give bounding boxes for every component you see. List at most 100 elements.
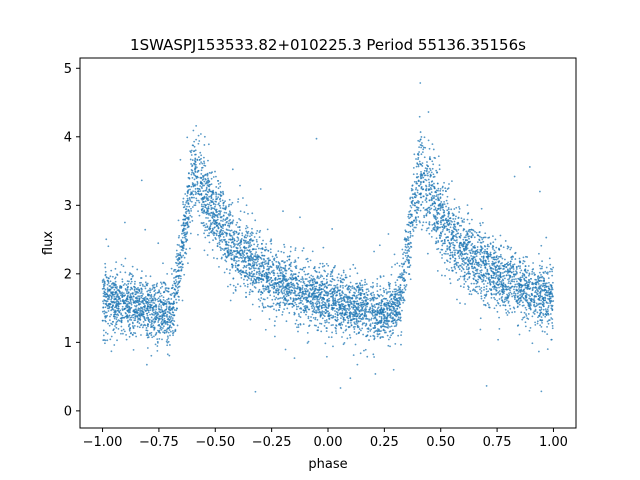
data-point [233,230,236,233]
data-point [335,304,338,307]
data-point [509,262,512,265]
data-point [321,302,324,304]
data-point [152,311,155,314]
data-point [408,256,411,259]
data-point [166,330,168,333]
data-point [176,292,179,295]
data-point [202,210,205,213]
data-point [538,285,541,288]
data-point [356,363,359,366]
data-point [250,277,253,280]
data-point [366,302,369,305]
data-point [422,221,425,224]
data-point [538,264,541,267]
data-point [389,308,391,311]
data-point [365,322,368,325]
data-point [273,283,276,286]
data-point [517,265,520,268]
data-point [372,291,375,294]
data-point [547,289,550,292]
data-point [284,288,286,291]
data-point [207,217,209,219]
data-point [378,320,381,322]
data-point [302,278,304,281]
data-point [258,305,261,308]
data-point [104,291,106,294]
data-point [388,296,391,298]
data-point [509,264,512,267]
data-point [436,217,439,219]
data-point [428,206,431,209]
data-point [342,331,345,334]
data-point [322,277,325,280]
data-point [448,269,450,272]
data-point [209,199,212,202]
data-point [320,284,322,287]
data-point [122,328,125,331]
data-point [445,190,447,193]
data-point [551,270,554,273]
data-point [456,298,458,301]
data-point [283,308,285,311]
data-point [484,232,487,235]
data-point [236,244,239,246]
data-point [342,308,345,310]
data-point [132,348,135,351]
data-point [521,318,524,321]
data-point [209,214,212,217]
data-point [269,259,272,262]
data-point [218,266,220,268]
data-point [187,189,190,191]
data-point [289,265,292,268]
data-point [220,194,223,197]
data-point [332,302,335,305]
data-point [186,205,188,208]
data-point [201,166,204,169]
data-point [193,150,196,152]
data-point [509,248,512,251]
data-point [416,153,419,156]
data-point [513,263,516,266]
data-point [227,285,229,288]
data-point [373,296,376,299]
data-point [405,271,408,274]
data-point [480,278,483,281]
data-point [249,282,252,285]
data-point [205,196,208,198]
data-point [540,279,543,282]
data-point [255,240,258,243]
data-point [448,183,450,185]
data-point [242,255,245,258]
data-point [190,163,193,165]
data-point [548,257,551,260]
data-point [461,260,464,263]
data-point [259,272,262,275]
data-point [182,249,184,252]
data-point [128,335,131,338]
data-point [144,281,147,284]
data-point [235,253,238,255]
data-point [458,207,461,210]
data-point [480,255,483,258]
data-point [499,304,502,307]
data-point [472,277,475,280]
data-point [425,193,427,195]
data-point [308,308,311,311]
data-point [244,260,247,263]
data-point [269,278,271,281]
data-point [151,288,154,290]
data-point [480,290,483,292]
data-point [348,295,350,298]
data-point [349,268,352,271]
data-point [260,281,263,283]
data-point [162,262,164,265]
data-point [145,363,148,366]
data-point [344,274,347,276]
data-point [130,319,133,321]
data-point [475,231,478,234]
data-point [433,195,436,197]
data-point [114,325,116,327]
data-point [155,331,158,334]
data-point [221,248,224,250]
data-point [401,292,404,294]
